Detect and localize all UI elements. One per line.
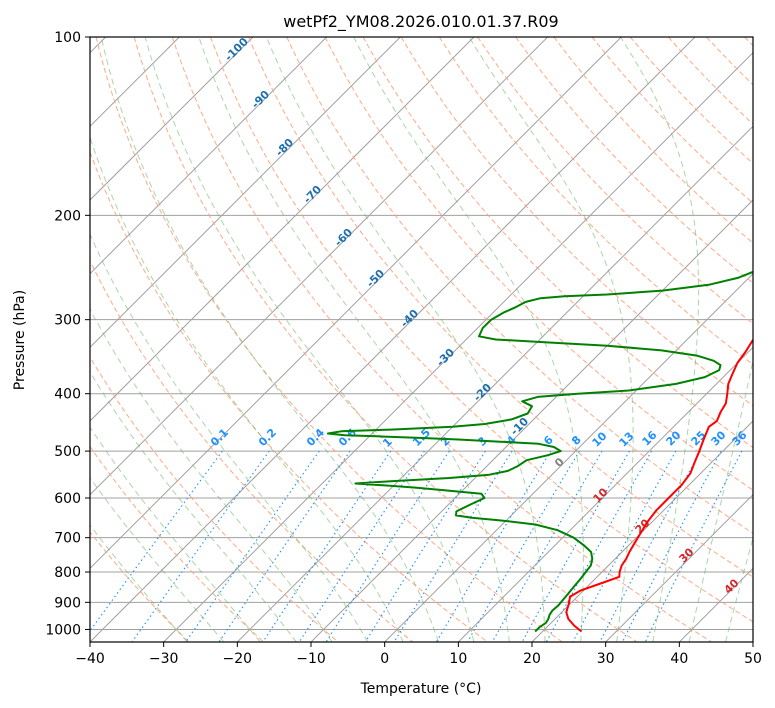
- y-tick-label: 300: [54, 313, 81, 329]
- isotherm-line: [384, 272, 753, 642]
- mixing-ratio-line: [621, 450, 722, 642]
- isotherm-line: [236, 125, 753, 642]
- mixing-ratio-line: [467, 450, 580, 642]
- mixing-ratio-line: [131, 450, 270, 642]
- x-axis-label: Temperature (°C): [360, 681, 482, 697]
- moist-adiabat-line: [90, 426, 261, 642]
- moist-adiabat-line: [100, 37, 439, 642]
- chart-title: wetPf2_YM08.2026.010.01.37.R09: [283, 12, 558, 32]
- dry-adiabat-line: [438, 37, 753, 365]
- y-tick-label: 200: [54, 208, 81, 224]
- moist-adiabat-line: [90, 370, 297, 642]
- dry-adiabat-line: [90, 445, 264, 642]
- isotherm-line: [90, 37, 475, 422]
- moist-adiabat-line: [90, 476, 225, 642]
- isotherm-line: [752, 641, 753, 642]
- mixing-ratio-line: [435, 450, 552, 642]
- mixing-ratio-line: [364, 450, 486, 642]
- dry-adiabat-line: [95, 37, 563, 642]
- x-tick-label: −30: [149, 651, 179, 667]
- dry-adiabat-line: [400, 37, 753, 407]
- dry-adiabat-line: [515, 37, 753, 284]
- mixing-ratio-line: [521, 450, 630, 642]
- mixing-ratio-line: [185, 450, 320, 642]
- y-axis-label: Pressure (hPa): [12, 290, 28, 390]
- isotherm-line: [90, 37, 696, 642]
- plot-frame: [89, 36, 754, 643]
- isotherm-line: [90, 37, 622, 570]
- isotherm-line: [605, 493, 753, 642]
- temperature-profile-line: [565, 338, 753, 633]
- mixing-ratio-line: [298, 450, 425, 642]
- moist-adiabat-line: [90, 233, 369, 642]
- y-tick-label: 1000: [45, 622, 81, 638]
- dry-adiabat-line: [171, 37, 712, 642]
- moist-adiabat-line: [144, 37, 475, 642]
- moist-adiabat-line: [725, 536, 753, 642]
- profile-lines: [326, 270, 753, 633]
- background-lines: [90, 37, 753, 642]
- y-tick-label: 800: [54, 565, 81, 581]
- x-tick-label: 50: [744, 651, 762, 667]
- x-tick-label: 10: [449, 651, 467, 667]
- isotherm-line: [90, 37, 254, 201]
- x-tick-label: −20: [223, 651, 253, 667]
- isotherm-line: [531, 420, 753, 642]
- dry-adiabat-line: [324, 37, 753, 491]
- moist-adiabat-line: [688, 358, 753, 642]
- plot-background: [90, 37, 753, 642]
- isotherm-line: [163, 51, 753, 642]
- mixing-ratio-line: [325, 450, 450, 642]
- moist-adiabat-line: [90, 135, 404, 642]
- dewpoint-profile-line: [326, 270, 753, 633]
- moist-adiabat-line: [90, 524, 188, 642]
- isotherm-line: [90, 37, 401, 349]
- mixing-ratio-line: [572, 450, 677, 642]
- moist-adiabat-line: [620, 37, 700, 642]
- mixing-ratio-line: [545, 450, 653, 642]
- moist-adiabat-line: [198, 37, 510, 642]
- moist-adiabat-line: [90, 308, 333, 642]
- axes: −40 −30 −20 −10 0 10 20 30 40 50 100 200 300 400 500 60…: [45, 30, 762, 667]
- dry-adiabat-line: [90, 356, 339, 642]
- y-tick-label: 900: [54, 595, 81, 611]
- moist-adiabat-line: [266, 37, 546, 642]
- dry-adiabat-line: [133, 37, 638, 642]
- y-tick-label: 700: [54, 531, 81, 547]
- isotherm-line: [90, 37, 549, 496]
- isotherm-line: [457, 346, 753, 642]
- x-tick-label: −10: [296, 651, 326, 667]
- mixing-ratio-line: [491, 450, 603, 642]
- dry-adiabat-line: [553, 37, 753, 244]
- isotherm-line: [90, 37, 328, 275]
- mixing-ratio-line: [393, 450, 513, 642]
- dry-adiabat-line: [248, 37, 753, 578]
- dry-adiabat-line: [362, 37, 753, 449]
- x-tick-label: 40: [670, 651, 688, 667]
- y-tick-label: 600: [54, 491, 81, 507]
- x-tick-label: 0: [380, 651, 389, 667]
- dry-adiabat-line: [210, 37, 753, 623]
- y-tick-label: 100: [54, 30, 81, 46]
- y-tick-label: 400: [54, 387, 81, 403]
- x-tick-label: 30: [597, 651, 615, 667]
- x-tick-label: 20: [523, 651, 541, 667]
- y-tick-label: 500: [54, 444, 81, 460]
- dry-adiabat-line: [629, 37, 753, 165]
- x-tick-label: −40: [75, 651, 105, 667]
